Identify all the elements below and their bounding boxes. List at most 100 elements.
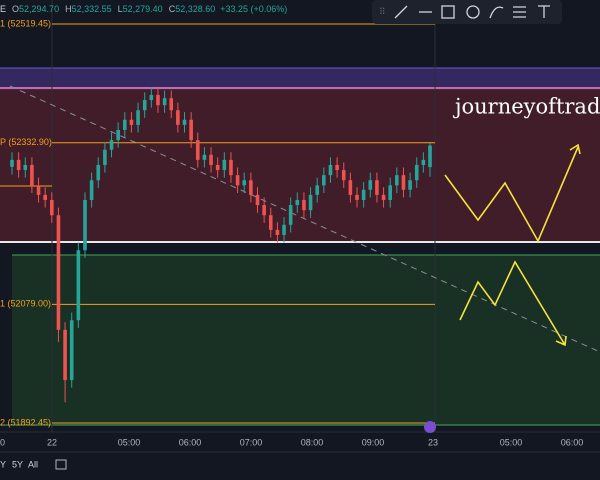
candle-body <box>255 194 260 206</box>
candle-body <box>30 164 34 186</box>
candle-body <box>375 180 379 195</box>
pivot-label: 1 (52079.00) <box>0 299 51 309</box>
candle-body <box>50 199 54 216</box>
candle-body <box>421 159 426 165</box>
candle-body <box>322 175 326 186</box>
range-button[interactable]: 5Y <box>12 459 23 469</box>
range-button[interactable]: All <box>28 459 38 469</box>
circle-tool[interactable] <box>466 5 480 19</box>
candle-body <box>235 175 240 186</box>
projection-up <box>444 146 579 243</box>
candle-body <box>381 194 386 200</box>
candle-body <box>182 119 187 125</box>
candle-body <box>10 159 14 167</box>
candle-body <box>36 185 41 195</box>
candle-body <box>195 140 200 160</box>
candle-body <box>142 100 147 111</box>
time-label: 07:00 <box>240 437 263 447</box>
ohlc-value: 52,328.60 <box>175 4 215 14</box>
time-label: 09:00 <box>362 437 385 447</box>
purple-zone <box>0 68 600 90</box>
candle-body <box>215 164 220 171</box>
pivot-label: P (52332.90) <box>0 137 52 147</box>
candle-body <box>116 129 120 141</box>
trend-tool[interactable] <box>394 5 408 19</box>
candle-body <box>328 164 333 176</box>
candle-body <box>96 164 101 181</box>
candle-body <box>103 149 107 165</box>
candle-body <box>295 199 300 206</box>
candle-body <box>156 94 160 106</box>
watermark: journeyoftradi <box>452 95 600 119</box>
candle-body <box>388 185 392 200</box>
date-range-icon[interactable] <box>55 459 67 470</box>
candle-body <box>249 180 253 195</box>
candle-body <box>63 329 67 381</box>
candle-body <box>169 98 174 111</box>
brush-tool[interactable] <box>489 6 504 19</box>
time-label: 0 <box>0 437 5 447</box>
ohlc-key: H <box>65 4 72 14</box>
candle-body <box>89 180 94 200</box>
ohlc-key: C <box>169 4 176 14</box>
candle-body <box>275 229 280 235</box>
green-zone <box>12 255 600 425</box>
candle-body <box>408 180 412 190</box>
fib-tool[interactable] <box>513 6 526 18</box>
candle-body <box>202 154 207 160</box>
candle-body <box>43 194 47 200</box>
candle-body <box>348 180 353 195</box>
time-label: 08:00 <box>301 437 324 447</box>
candle-body <box>222 159 227 171</box>
candle-body <box>83 199 87 251</box>
time-label: 06:00 <box>561 437 584 447</box>
ohlc-key: L <box>118 4 123 14</box>
candle-body <box>136 110 140 125</box>
projection-down <box>459 260 566 346</box>
candle-body <box>268 215 273 230</box>
toolbar-icons: ⠿ <box>379 5 550 19</box>
candle-body <box>288 205 293 225</box>
candle-body <box>242 180 247 186</box>
candle-body <box>262 205 266 216</box>
candle-body <box>308 194 313 211</box>
trend-line <box>9 85 600 353</box>
arrow-head <box>569 143 581 155</box>
time-label: 05:00 <box>118 437 141 447</box>
candle-body <box>209 154 213 165</box>
arrow-head <box>555 335 567 347</box>
ohlc-value: 52,294.70 <box>19 4 59 14</box>
candle-body <box>16 159 21 171</box>
rect-tool[interactable] <box>441 5 455 19</box>
candle-body <box>395 175 399 186</box>
svg-text:⠿: ⠿ <box>379 6 386 16</box>
ohlc-value: 52,332.55 <box>72 4 112 14</box>
candle-body <box>176 110 180 125</box>
candle-body <box>56 215 61 330</box>
candle-body <box>23 164 28 171</box>
candle-body <box>401 175 406 190</box>
replay-icon[interactable] <box>424 421 436 433</box>
candle-body <box>302 199 306 211</box>
candle-body <box>368 180 373 190</box>
time-label: 23 <box>428 437 438 447</box>
candle-body <box>229 159 233 176</box>
ohlc-value: 52,279.40 <box>123 4 163 14</box>
range-button[interactable]: Y <box>0 459 6 469</box>
candle-body <box>149 94 154 101</box>
change: +33.25 (+0.06%) <box>220 4 287 14</box>
text-tool[interactable] <box>538 5 550 18</box>
candle-body <box>315 185 320 195</box>
candle-body <box>122 119 127 130</box>
candle-body <box>361 189 366 200</box>
candle-body <box>428 145 432 168</box>
candle-body <box>109 140 114 150</box>
candle-body <box>282 224 286 235</box>
ohlc-header: E O52,294.70 H52,332.55 L52,279.40 C52,328.6… <box>0 4 287 14</box>
candle-body <box>129 119 134 125</box>
time-label: 22 <box>47 437 57 447</box>
symbol: E <box>0 4 6 14</box>
candle-body <box>355 194 359 200</box>
time-label: 06:00 <box>179 437 202 447</box>
